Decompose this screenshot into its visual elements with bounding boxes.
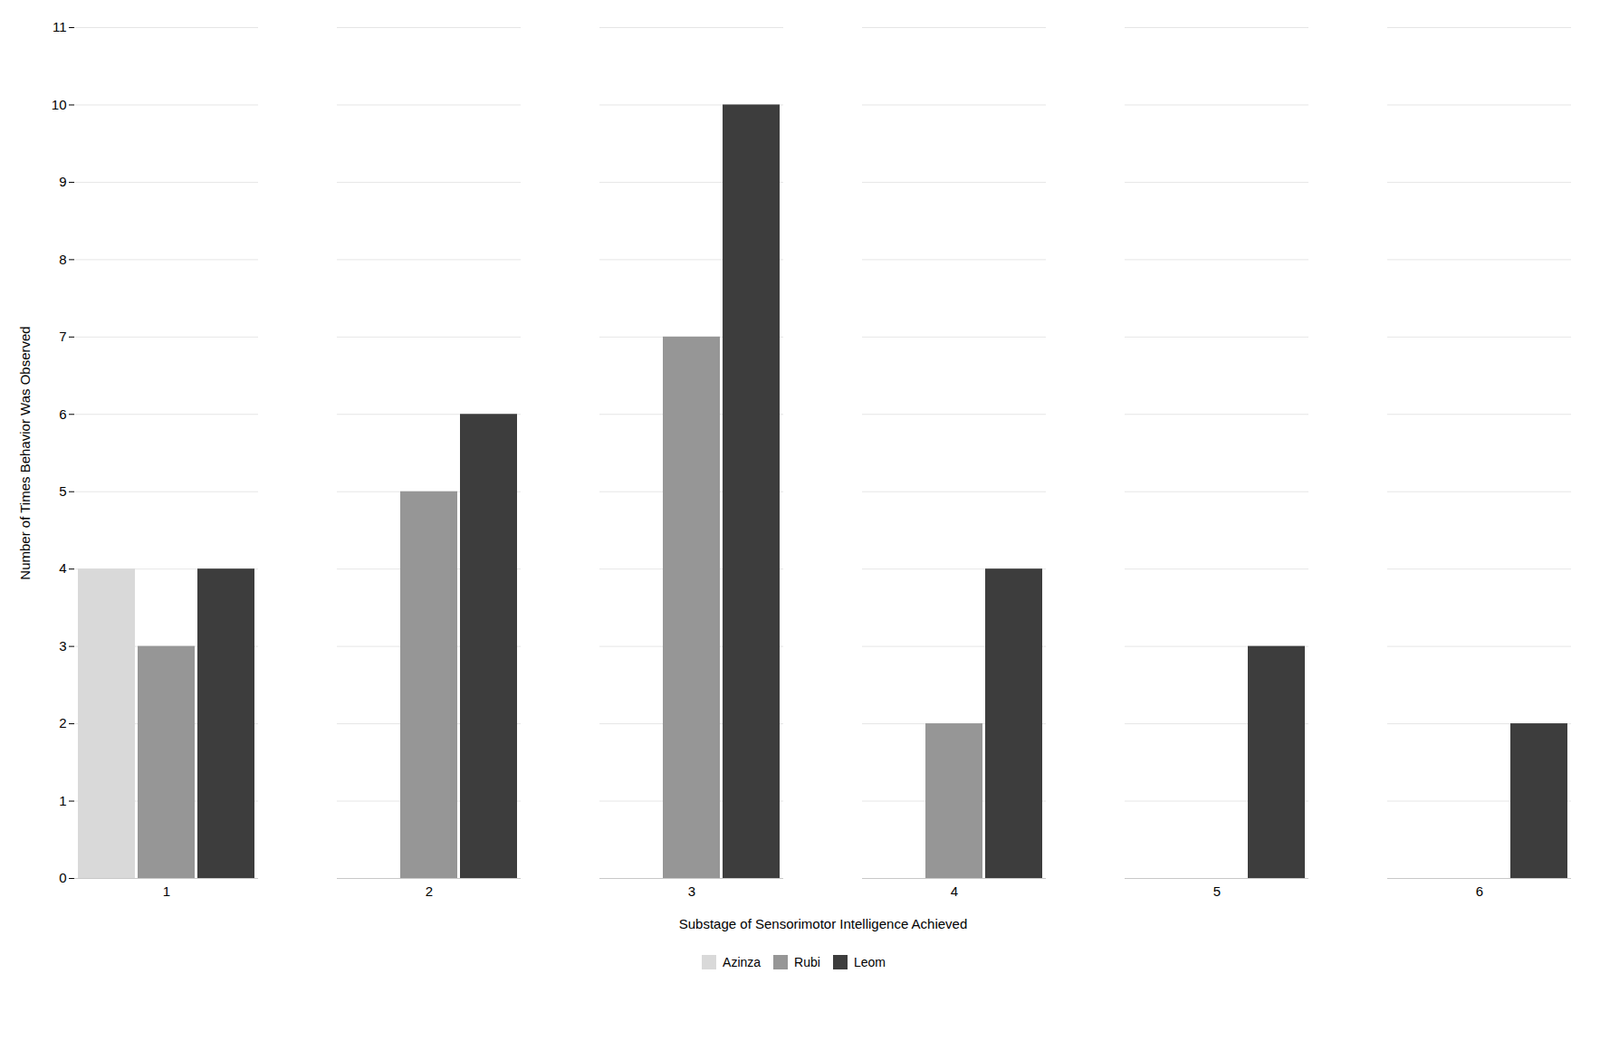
svg-text:0: 0 xyxy=(58,870,67,886)
svg-text:1: 1 xyxy=(162,883,171,900)
svg-text:6: 6 xyxy=(58,406,67,422)
svg-text:2: 2 xyxy=(425,883,433,900)
svg-text:11: 11 xyxy=(52,19,68,35)
svg-text:Substage of Sensorimotor Intel: Substage of Sensorimotor Intelligence Ac… xyxy=(679,916,968,932)
svg-text:2: 2 xyxy=(58,715,67,731)
svg-text:4: 4 xyxy=(58,560,67,576)
svg-text:4: 4 xyxy=(950,883,959,900)
svg-text:8: 8 xyxy=(58,251,67,268)
svg-text:Number of Times Behavior Was O: Number of Times Behavior Was Observed xyxy=(17,325,33,580)
svg-text:3: 3 xyxy=(688,883,696,900)
html-text:Azinza: Azinza xyxy=(722,954,761,970)
svg-text:7: 7 xyxy=(58,328,67,345)
svg-text:5: 5 xyxy=(1213,883,1221,900)
svg-text:10: 10 xyxy=(51,96,68,113)
svg-text:9: 9 xyxy=(58,173,67,190)
html-text:Leom: Leom xyxy=(853,954,886,970)
svg-text:3: 3 xyxy=(58,638,67,654)
svg-text:6: 6 xyxy=(1475,883,1484,900)
svg-text:5: 5 xyxy=(58,483,67,499)
html-text:Rubi: Rubi xyxy=(794,954,821,970)
svg-text:1: 1 xyxy=(58,793,67,809)
